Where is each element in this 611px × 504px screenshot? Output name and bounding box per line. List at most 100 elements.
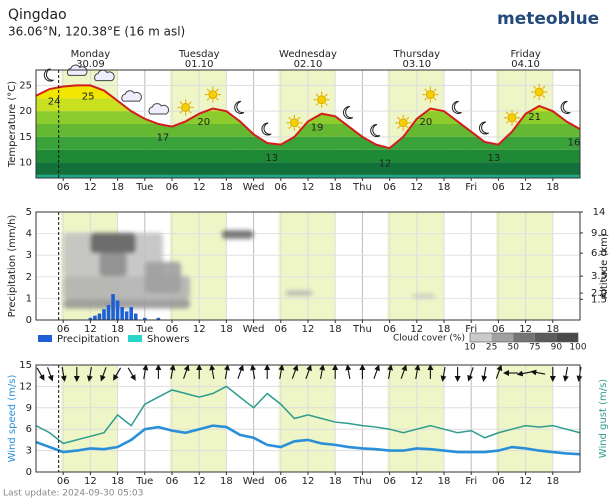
temperature-band — [36, 162, 580, 175]
x-tick-label: 18 — [220, 182, 233, 193]
x-tick-label: 12 — [302, 182, 315, 193]
icon-sun-ray — [406, 116, 410, 120]
icon-sun-ray — [424, 97, 428, 101]
wind-arrow — [223, 364, 230, 380]
x-tick-label: 12 — [84, 182, 97, 193]
wind-arrow — [142, 364, 149, 380]
icon-sun-ray — [406, 125, 410, 129]
icon-sun-ray — [397, 116, 401, 120]
cloud-legend-step — [534, 333, 557, 342]
cloud-legend-step — [491, 333, 514, 342]
precipitation-bar — [156, 317, 161, 320]
location-title: Qingdao — [8, 7, 67, 23]
x-tick-label: 18 — [111, 182, 124, 193]
daylight-band — [60, 365, 118, 472]
temperature-label: 20 — [197, 117, 210, 128]
icon-sun — [534, 87, 544, 97]
icon-sun-ray — [206, 88, 210, 92]
icon-sun-ray — [542, 85, 546, 89]
x-tick-label: 12 — [410, 182, 423, 193]
icon-sun-ray — [179, 101, 183, 105]
temperature-band — [36, 136, 580, 150]
x-tick-label: 06 — [57, 476, 70, 487]
x-tick-label: 12 — [193, 476, 206, 487]
x-tick-label: 12 — [302, 324, 315, 335]
x-tick-label: Wed — [243, 182, 265, 193]
cloud-legend-tick: 10 — [464, 343, 476, 353]
y-tick-label: 2 — [26, 272, 32, 283]
day-name: Monday — [71, 49, 111, 60]
x-tick-label: 12 — [302, 476, 315, 487]
y2-axis-label: Altitude (km) — [599, 233, 610, 299]
x-tick-label: 18 — [220, 324, 233, 335]
day-name: Thursday — [393, 49, 441, 60]
icon-sun-ray — [315, 102, 319, 106]
icon-sun-ray — [515, 120, 519, 124]
icon-sun-ray — [515, 111, 519, 115]
wind-arrow — [400, 364, 408, 379]
y2-tick-label: 1.5 — [591, 294, 607, 305]
icon-sun — [398, 118, 408, 128]
wind-arrow — [440, 366, 447, 382]
temperature-label: 13 — [487, 153, 500, 164]
x-tick-label: 18 — [329, 324, 342, 335]
y2-tick-label: 9.0 — [591, 228, 607, 239]
temperature-label: 25 — [82, 91, 95, 102]
brand: meteoblue — [497, 9, 599, 29]
daylight-band — [169, 365, 227, 472]
last-update: Last update: 2024-09-30 05:03 — [3, 489, 143, 499]
precipitation-bar — [106, 304, 111, 320]
x-tick-label: 06 — [166, 324, 179, 335]
cloud-legend-step — [556, 333, 578, 342]
x-tick-label: Thu — [352, 324, 372, 335]
y-tick-label: 0 — [26, 315, 32, 326]
x-tick-label: 18 — [438, 476, 451, 487]
icon-sun-ray — [542, 95, 546, 99]
y-tick-label: 12 — [19, 381, 32, 392]
icon-moon — [560, 100, 571, 114]
x-tick-label: Tue — [135, 324, 153, 335]
temperature-label: 17 — [157, 133, 170, 144]
x-tick-label: Tue — [135, 182, 153, 193]
y-tick-label: 0 — [26, 467, 32, 478]
x-tick-label: 18 — [546, 182, 559, 193]
icon-sun-ray — [505, 120, 509, 124]
coordinates: 36.06°N, 120.38°E (16 m asl) — [8, 25, 185, 39]
x-tick-label: 12 — [84, 476, 97, 487]
x-tick-label: 18 — [111, 476, 124, 487]
icon-sun — [289, 118, 299, 128]
cloud-legend-tick: 90 — [551, 343, 563, 353]
cloud-layer — [63, 230, 435, 309]
x-tick-label: 18 — [111, 324, 124, 335]
y-tick-label: 25 — [19, 80, 32, 91]
x-tick-label: 06 — [492, 324, 505, 335]
wind-arrow — [250, 364, 257, 380]
icon-sun-ray — [206, 97, 210, 101]
wind-arrow — [481, 366, 488, 382]
wind-arrow — [113, 367, 122, 381]
temperature-band — [36, 149, 580, 163]
icon-sun-ray — [324, 93, 328, 97]
y-tick-label: 15 — [19, 360, 32, 371]
icon-sun-ray — [297, 116, 301, 120]
icon-moon — [451, 100, 462, 114]
x-tick-label: Thu — [352, 476, 372, 487]
y-tick-label: 10 — [19, 158, 32, 169]
day-name: Tuesday — [178, 49, 220, 60]
precipitation-bar — [115, 300, 120, 320]
icon-sun-ray — [533, 95, 537, 99]
wind-arrow — [516, 370, 532, 377]
icon-moon — [261, 122, 272, 136]
x-tick-label: 18 — [546, 476, 559, 487]
y-tick-label: 20 — [19, 106, 32, 117]
y-tick-label: 15 — [19, 132, 32, 143]
day-name: Wednesday — [279, 49, 337, 60]
x-tick-label: 12 — [193, 182, 206, 193]
x-tick-label: Fri — [465, 476, 477, 487]
icon-sun-ray — [188, 110, 192, 114]
icon-sun-ray — [179, 110, 183, 114]
x-tick-label: 12 — [410, 324, 423, 335]
temperature-label: 13 — [265, 153, 278, 164]
icon-sun-ray — [288, 125, 292, 129]
